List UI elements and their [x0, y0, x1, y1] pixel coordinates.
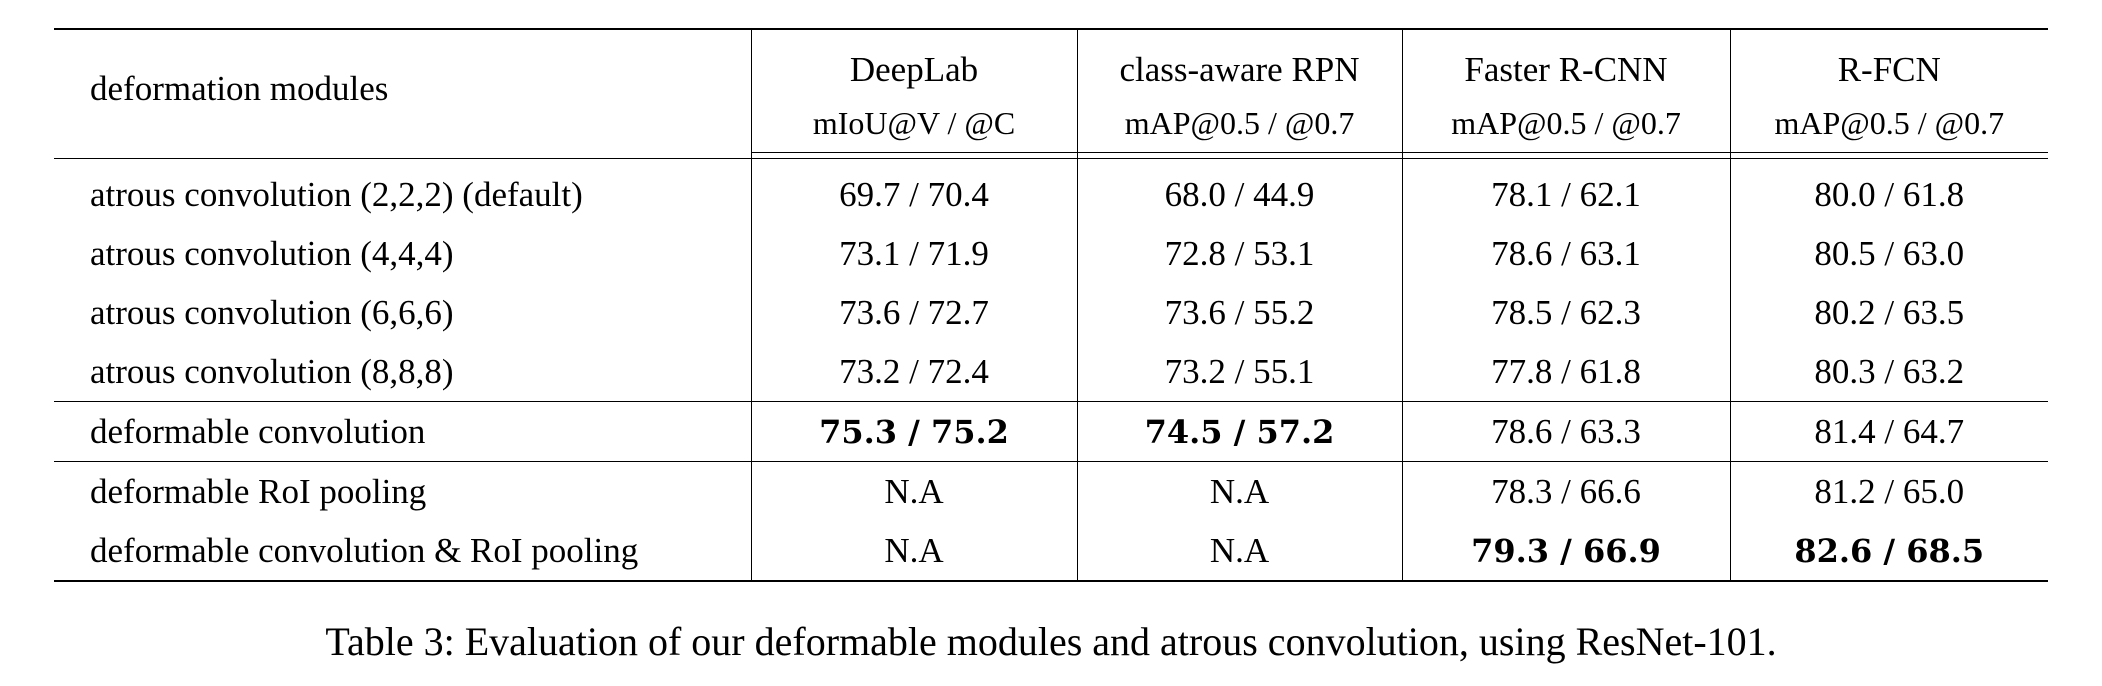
table-cell: 78.6 / 63.3 [1401, 401, 1730, 462]
table-row: atrous convolution (6,6,6) 73.6 / 72.7 7… [54, 283, 2048, 342]
table-cell: 78.1 / 62.1 [1401, 158, 1730, 224]
row-header: deformation modules [54, 28, 751, 153]
results-table-container: deformation modules DeepLab class-aware … [54, 28, 2048, 582]
table-caption: Table 3: Evaluation of our deformable mo… [325, 619, 1777, 664]
table-cell: 78.5 / 62.3 [1401, 283, 1730, 342]
metric-deeplab: mIoU@V / @C [750, 94, 1077, 153]
col-header-rfcn: R-FCN [1729, 28, 2048, 94]
metric-rfcn: mAP@0.5 / @0.7 [1729, 94, 2048, 153]
row-label: deformable convolution [54, 401, 751, 462]
table-cell: 81.4 / 64.7 [1729, 401, 2048, 462]
table-cell: 73.2 / 55.1 [1076, 342, 1402, 402]
metric-faster-rcnn: mAP@0.5 / @0.7 [1401, 94, 1730, 153]
row-label: atrous convolution (8,8,8) [90, 351, 454, 391]
table-cell-best: 75.3 / 75.2 [750, 401, 1077, 462]
table-cell: 80.3 / 63.2 [1729, 342, 2048, 402]
table-cell: 80.5 / 63.0 [1729, 224, 2048, 283]
col-header-class-aware-rpn: class-aware RPN [1076, 28, 1402, 94]
table-cell: 73.1 / 71.9 [750, 224, 1077, 283]
table-row: deformable convolution 75.3 / 75.2 74.5 … [54, 401, 2048, 462]
table-row: atrous convolution (2,2,2) (default) 69.… [54, 158, 2048, 224]
table-cell: 69.7 / 70.4 [750, 158, 1077, 224]
table-cell-best: 82.6 / 68.5 [1729, 521, 2048, 582]
table-row: deformable convolution & RoI pooling N.A… [54, 521, 2048, 582]
metric-class-aware-rpn: mAP@0.5 / @0.7 [1076, 94, 1402, 153]
table-cell: 80.2 / 63.5 [1729, 283, 2048, 342]
row-label: atrous convolution (2,2,2) (default) [54, 158, 751, 224]
table-row: deformable RoI pooling N.A N.A 78.3 / 66… [54, 461, 2048, 521]
table-row: atrous convolution (8,8,8) 73.2 / 72.4 7… [54, 342, 2048, 402]
header-row-names: deformation modules DeepLab class-aware … [54, 28, 2048, 153]
table-row: atrous convolution (4,4,4) 73.1 / 71.9 7… [54, 224, 2048, 283]
col-header-faster-rcnn: Faster R-CNN [1401, 28, 1730, 94]
table-cell: N.A [750, 521, 1077, 582]
col-header-deeplab: DeepLab [750, 28, 1077, 94]
table-cell-best: 74.5 / 57.2 [1076, 401, 1402, 462]
table-cell: 73.6 / 72.7 [750, 283, 1077, 342]
row-label: atrous convolution (6,6,6) [90, 292, 454, 332]
row-label: deformable convolution & RoI pooling [54, 521, 751, 582]
table-cell-best: 79.3 / 66.9 [1401, 521, 1730, 582]
table-cell: 77.8 / 61.8 [1401, 342, 1730, 402]
row-label: deformable RoI pooling [54, 461, 751, 521]
table-cell: N.A [750, 461, 1077, 521]
table-cell: N.A [1076, 521, 1402, 582]
table-cell: 72.8 / 53.1 [1076, 224, 1402, 283]
double-rule-spacer [54, 152, 2048, 159]
table-cell: 73.6 / 55.2 [1076, 283, 1402, 342]
table-cell: 78.6 / 63.1 [1401, 224, 1730, 283]
table-cell: 80.0 / 61.8 [1729, 158, 2048, 224]
table-cell: N.A [1076, 461, 1402, 521]
table-cell: 78.3 / 66.6 [1401, 461, 1730, 521]
results-table: deformation modules DeepLab class-aware … [54, 28, 2048, 582]
header-row-metrics: mIoU@V / @C mAP@0.5 / @0.7 mAP@0.5 / @0.… [54, 94, 2048, 153]
table-cell: 73.2 / 72.4 [750, 342, 1077, 402]
table-cell: 68.0 / 44.9 [1076, 158, 1402, 224]
row-label: atrous convolution (4,4,4) [90, 233, 454, 273]
table-cell: 81.2 / 65.0 [1729, 461, 2048, 521]
